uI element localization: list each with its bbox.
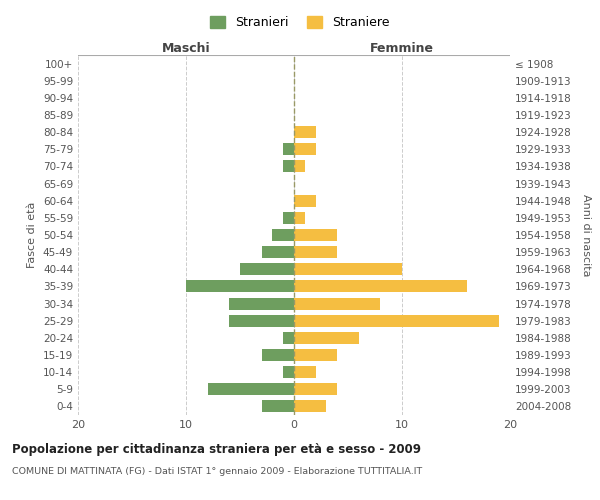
Text: Popolazione per cittadinanza straniera per età e sesso - 2009: Popolazione per cittadinanza straniera p…: [12, 442, 421, 456]
Legend: Stranieri, Straniere: Stranieri, Straniere: [205, 11, 395, 34]
Bar: [294, 160, 305, 172]
Bar: [283, 366, 294, 378]
Bar: [294, 314, 499, 326]
Bar: [262, 349, 294, 361]
Bar: [294, 212, 305, 224]
Bar: [294, 400, 326, 412]
Bar: [294, 229, 337, 241]
Y-axis label: Anni di nascita: Anni di nascita: [581, 194, 591, 276]
Bar: [294, 366, 316, 378]
Bar: [240, 264, 294, 276]
Bar: [283, 332, 294, 344]
Bar: [229, 298, 294, 310]
Bar: [294, 298, 380, 310]
Text: Femmine: Femmine: [370, 42, 434, 55]
Bar: [272, 229, 294, 241]
Bar: [294, 126, 316, 138]
Bar: [294, 349, 337, 361]
Bar: [294, 264, 402, 276]
Text: COMUNE DI MATTINATA (FG) - Dati ISTAT 1° gennaio 2009 - Elaborazione TUTTITALIA.: COMUNE DI MATTINATA (FG) - Dati ISTAT 1°…: [12, 468, 422, 476]
Bar: [262, 400, 294, 412]
Bar: [186, 280, 294, 292]
Bar: [294, 144, 316, 156]
Text: Maschi: Maschi: [161, 42, 211, 55]
Bar: [208, 384, 294, 396]
Bar: [294, 384, 337, 396]
Bar: [294, 246, 337, 258]
Bar: [294, 332, 359, 344]
Bar: [283, 212, 294, 224]
Bar: [262, 246, 294, 258]
Bar: [283, 144, 294, 156]
Bar: [229, 314, 294, 326]
Bar: [283, 160, 294, 172]
Bar: [294, 194, 316, 206]
Y-axis label: Fasce di età: Fasce di età: [28, 202, 37, 268]
Bar: [294, 280, 467, 292]
